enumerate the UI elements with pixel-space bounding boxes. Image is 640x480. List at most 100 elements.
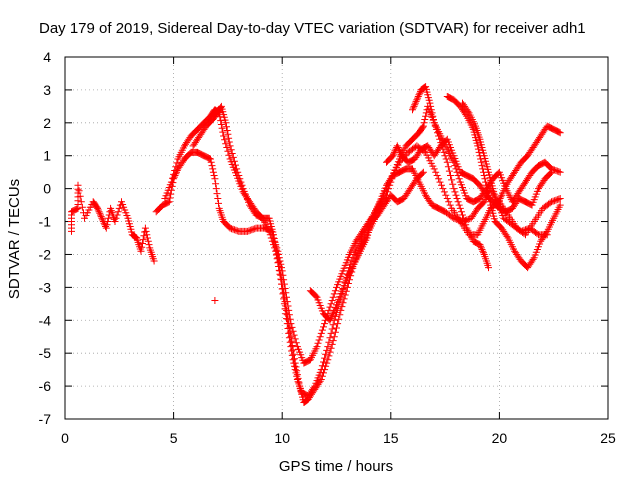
data-point-track-a	[104, 214, 112, 222]
data-point-track-b	[329, 321, 337, 329]
data-point-track-a	[318, 326, 326, 334]
data-point-track-g	[390, 150, 398, 158]
data-point-track-c	[282, 302, 290, 310]
data-point-track-a	[251, 225, 259, 233]
y-tick-label: 3	[43, 82, 51, 98]
data-point-track-a	[141, 224, 149, 232]
data-point-track-c	[229, 153, 237, 161]
data-point-track-e	[482, 178, 490, 186]
data-point-track-g	[396, 148, 404, 156]
y-tick-label: -1	[39, 214, 52, 230]
data-point-track-c	[232, 161, 239, 169]
data-point-track-b	[224, 147, 232, 155]
data-point-track-d	[435, 132, 443, 140]
data-point-track-c	[224, 130, 232, 138]
data-point-track-a	[94, 206, 102, 214]
x-tick-label: 25	[600, 430, 616, 446]
data-point-track-d	[434, 129, 441, 137]
data-point-track-h	[419, 168, 427, 176]
data-point-track-f	[464, 107, 472, 115]
data-point-track-c	[277, 271, 285, 279]
data-point-track-c	[317, 376, 325, 383]
data-point-track-a	[74, 181, 82, 189]
data-point-track-h	[327, 315, 335, 323]
data-point-track-c	[287, 333, 295, 341]
data-point-track-f	[497, 193, 505, 201]
data-point-track-a	[208, 162, 216, 170]
data-point-track-a	[114, 208, 122, 216]
data-point-track-a	[140, 232, 148, 240]
data-point-track-f	[556, 129, 564, 137]
data-point-track-h	[326, 316, 334, 324]
data-point-track-c	[320, 369, 327, 377]
data-point-track-c	[223, 123, 230, 131]
data-point-track-c	[293, 367, 301, 375]
data-point-track-c	[338, 303, 346, 311]
data-point-track-a	[552, 196, 560, 204]
data-point-track-h	[327, 313, 335, 321]
data-point-track-g	[396, 147, 403, 155]
data-point-track-a	[331, 287, 339, 295]
data-point-track-a	[549, 197, 557, 205]
data-point-track-d	[451, 188, 459, 196]
data-point-track-c	[225, 134, 233, 142]
data-point-track-c	[556, 168, 564, 176]
data-point-track-a	[165, 198, 173, 206]
data-point-track-c	[292, 363, 300, 371]
data-point-track-c	[285, 324, 293, 332]
data-point-track-c	[422, 112, 430, 120]
data-point-track-d	[455, 201, 463, 209]
data-point-track-a	[98, 214, 106, 222]
data-point-track-b	[322, 350, 330, 358]
y-tick-label: -6	[39, 378, 52, 394]
data-point-track-c	[281, 298, 289, 306]
data-point-track-b	[323, 346, 331, 354]
data-point-track-a	[102, 224, 110, 232]
data-point-track-a	[96, 209, 104, 217]
y-axis-label: SDTVAR / TECUs	[6, 179, 23, 299]
data-point-track-c	[285, 320, 293, 328]
data-point-track-a	[440, 188, 448, 196]
data-point-track-h	[328, 311, 336, 319]
data-point-track-d	[447, 172, 454, 179]
data-point-track-c	[343, 283, 351, 291]
data-point-track-c	[284, 315, 292, 323]
data-point-track-d	[426, 99, 434, 107]
data-point-track-a	[438, 181, 445, 189]
data-point-track-c	[270, 235, 278, 242]
data-point-track-c	[385, 185, 393, 193]
data-point-track-a	[445, 198, 453, 206]
data-point-track-e	[542, 229, 550, 237]
data-point-track-a	[232, 226, 240, 234]
data-point-track-d	[456, 204, 464, 212]
data-point-track-d	[413, 96, 421, 104]
data-point-track-c	[236, 175, 244, 183]
data-point-track-a	[167, 190, 175, 198]
data-point-track-a	[292, 339, 300, 347]
data-point-track-a	[330, 290, 338, 298]
data-point-track-d	[442, 155, 450, 163]
data-point-track-c	[384, 188, 391, 196]
data-point-track-d	[428, 109, 436, 117]
data-point-track-c	[387, 178, 395, 186]
data-point-track-c	[225, 138, 233, 146]
data-point-track-d	[477, 244, 485, 252]
data-point-track-d	[485, 264, 492, 272]
x-tick-label: 10	[274, 430, 290, 446]
data-point-track-g	[395, 145, 403, 153]
data-point-track-c	[419, 123, 427, 131]
data-point-track-e	[475, 148, 483, 156]
y-tick-label: -5	[39, 345, 52, 361]
data-point-track-c	[223, 127, 231, 134]
data-point-track-c	[226, 142, 234, 150]
data-point-track-c	[341, 291, 349, 299]
data-point-track-b	[170, 170, 178, 178]
data-point-track-b	[225, 151, 233, 159]
data-point-track-c	[386, 181, 394, 189]
data-point-track-h	[312, 292, 320, 300]
data-point-track-a	[328, 297, 336, 304]
y-tick-label: 0	[43, 181, 51, 197]
data-point-track-d	[449, 180, 457, 188]
data-point-track-a	[112, 214, 120, 222]
